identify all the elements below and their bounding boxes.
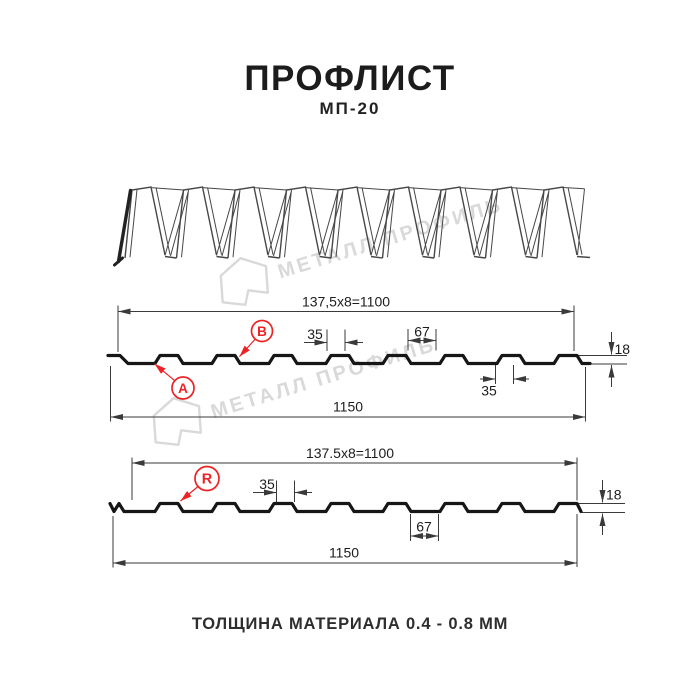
dim-label-overall-top: 1150 — [333, 399, 363, 415]
brand-logo-icon — [219, 256, 270, 307]
dimension-height-bottom-view — [574, 480, 625, 535]
dimension-module-width-top — [117, 305, 575, 352]
sheet-3d-ribs — [124, 186, 591, 259]
marker-b-label: B — [257, 324, 267, 339]
marker-a-label: A — [178, 381, 188, 396]
profile-view-top: 137,5x8=1100 35 67 — [106, 294, 631, 422]
dim-label-height-top: 18 — [615, 341, 631, 357]
profile-view-bottom: 137.5x8=1100 35 67 — [108, 445, 625, 568]
dimension-valley-bottom-view — [410, 514, 439, 541]
dim-label-crest-top: 35 — [307, 326, 323, 342]
watermark-brand-lower: МЕТАЛЛ ПРОФИЛЬ — [152, 334, 439, 447]
material-thickness-note: ТОЛЩИНА МАТЕРИАЛА 0.4 - 0.8 ММ — [191, 615, 509, 633]
profile-bottom-outline — [108, 501, 583, 514]
dim-label-valley-top: 67 — [414, 324, 430, 340]
dimension-crest-top — [304, 329, 363, 351]
dimension-overall-bottom-view — [112, 516, 577, 568]
dimension-crest-bottom — [480, 365, 529, 384]
marker-a-circle — [171, 376, 195, 400]
dimension-crest-bottom-view — [253, 480, 312, 502]
dimension-overall-top — [110, 366, 586, 422]
dim-label-module-width-bottom: 137.5x8=1100 — [306, 445, 394, 461]
sheet-3d-edge — [116, 188, 133, 264]
dimension-valley-top — [407, 329, 437, 351]
sheet-3d-edge-tip — [113, 256, 124, 267]
dim-label-valley-bottom-view: 67 — [416, 519, 432, 535]
marker-b-circle — [250, 319, 274, 343]
marker-a: A — [154, 363, 195, 400]
marker-r-circle — [194, 465, 220, 492]
dimension-height-top — [575, 332, 627, 387]
marker-b: B — [239, 319, 274, 357]
dim-label-crest-bottom-view: 35 — [259, 476, 275, 492]
dim-label-height-bottom-view: 18 — [606, 487, 622, 503]
profile-top-outline — [106, 353, 592, 366]
sheet-3d-view — [113, 186, 591, 267]
watermark-text: МЕТАЛЛ ПРОФИЛЬ — [208, 334, 438, 423]
marker-r: R — [180, 465, 220, 502]
dimension-module-width-bottom — [131, 457, 578, 567]
brand-logo-icon — [152, 396, 203, 447]
page-title: ПРОФЛИСТ — [244, 59, 456, 98]
marker-r-label: R — [202, 472, 213, 488]
sheet-3d-shading-lines — [129, 187, 585, 258]
dim-label-overall-bottom-view: 1150 — [329, 545, 359, 561]
product-code: МП-20 — [319, 99, 381, 118]
dim-label-module-width-top: 137,5x8=1100 — [302, 294, 390, 310]
dim-label-crest-bottom: 35 — [481, 383, 497, 399]
